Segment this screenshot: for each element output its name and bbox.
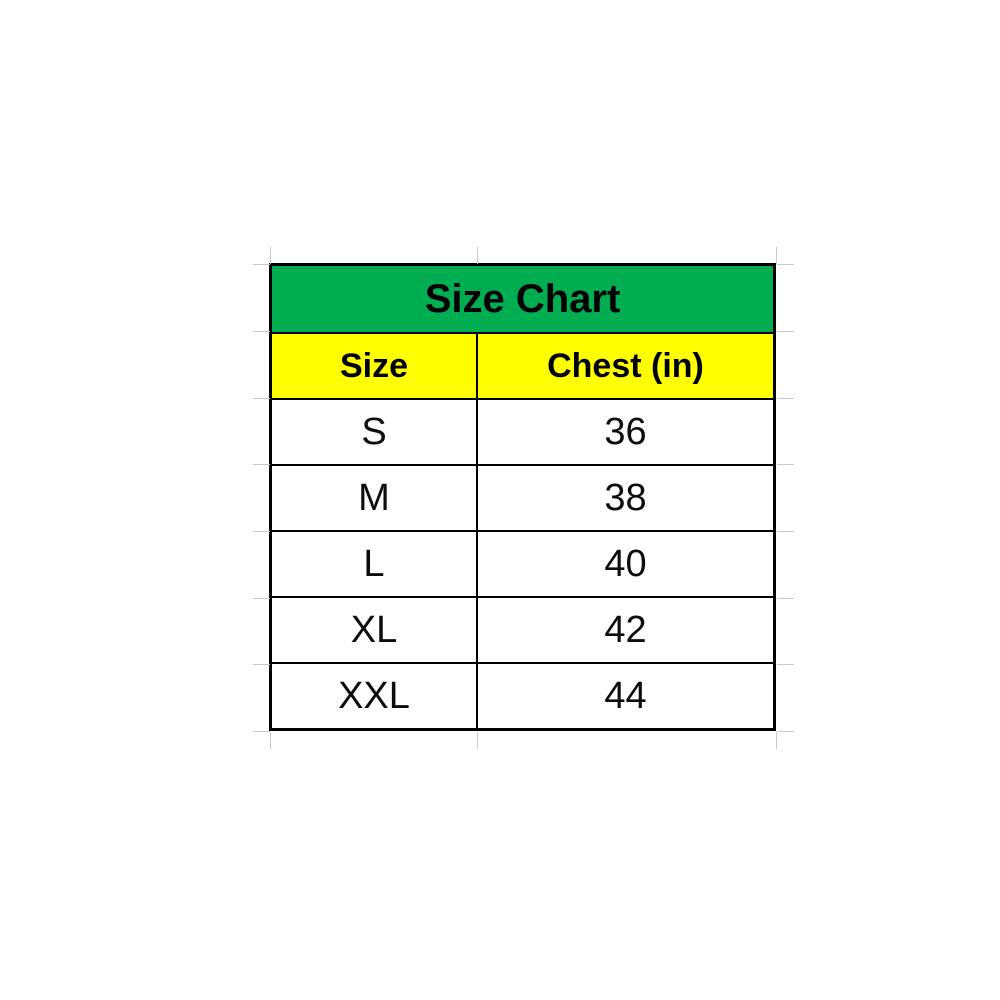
gridline-stub <box>777 331 794 332</box>
table-row: M 38 <box>272 464 773 530</box>
gridline-stub <box>253 598 270 599</box>
table-row: S 36 <box>272 398 773 464</box>
size-cell: L <box>272 532 478 596</box>
table-row: XL 42 <box>272 596 773 662</box>
gridline-stub <box>477 247 478 264</box>
gridline-stub <box>777 264 794 265</box>
size-cell: S <box>272 400 478 464</box>
gridline-stub <box>253 531 270 532</box>
chest-cell: 42 <box>604 608 647 651</box>
size-cell: XL <box>272 598 478 662</box>
gridline-stub <box>776 732 777 749</box>
gridline-stub <box>253 264 270 265</box>
gridline-stub <box>777 664 794 665</box>
column-header-size: Size <box>272 334 478 398</box>
table-row: L 40 <box>272 530 773 596</box>
size-chart-table: Size Chart Size Chest (in) S 36 M 38 L 4… <box>269 263 776 731</box>
size-cell: M <box>272 466 478 530</box>
chest-cell: 44 <box>604 674 647 717</box>
column-header-chest: Chest (in) <box>547 346 704 385</box>
gridline-stub <box>477 732 478 749</box>
gridline-stub <box>777 464 794 465</box>
gridline-stub <box>253 331 270 332</box>
table-header-row: Size Chest (in) <box>272 332 773 398</box>
gridline-stub <box>776 247 777 264</box>
gridline-stub <box>253 664 270 665</box>
gridline-stub <box>777 531 794 532</box>
gridline-stub <box>777 398 794 399</box>
chest-cell: 40 <box>604 542 647 585</box>
gridline-stub <box>270 247 271 264</box>
gridline-stub <box>270 732 271 749</box>
size-cell: XXL <box>272 664 478 728</box>
table-row: XXL 44 <box>272 662 773 728</box>
table-title: Size Chart <box>424 276 621 321</box>
table-title-row: Size Chart <box>272 266 773 332</box>
chest-cell: 36 <box>604 410 647 453</box>
gridline-stub <box>253 464 270 465</box>
gridline-stub <box>253 731 270 732</box>
gridline-stub <box>777 598 794 599</box>
chest-cell: 38 <box>604 476 647 519</box>
gridline-stub <box>777 731 794 732</box>
gridline-stub <box>253 398 270 399</box>
